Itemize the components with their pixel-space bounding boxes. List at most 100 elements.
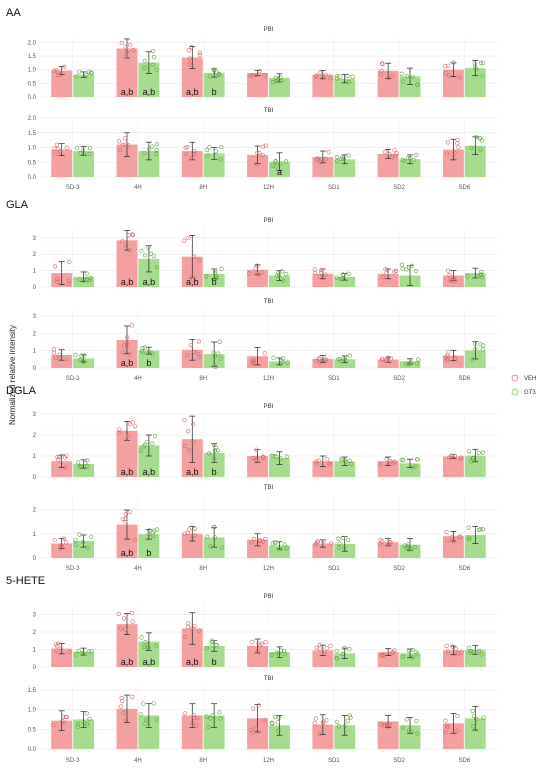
data-point (87, 145, 93, 151)
data-point (188, 156, 194, 161)
data-point (275, 273, 280, 278)
group-gla: GLA PBI 0 1 2 3 a,b a,b a,b b TBI 0 1 2 3 a,b b SD-3 4H 8H 1… (6, 199, 497, 382)
bar-veh (181, 533, 203, 558)
data-point (280, 269, 285, 274)
data-point (261, 539, 266, 544)
data-point (130, 619, 135, 624)
data-point (335, 159, 340, 164)
data-point (278, 648, 284, 653)
y-tick-label: 0.5 (28, 727, 37, 733)
data-point (478, 60, 483, 65)
data-point (57, 454, 62, 460)
data-point (380, 275, 386, 280)
data-point (84, 278, 89, 283)
data-point (345, 73, 350, 78)
data-point (182, 635, 188, 640)
bar-veh (442, 355, 464, 368)
data-point (413, 649, 418, 655)
data-point (123, 516, 128, 521)
data-point (60, 714, 66, 719)
data-point (346, 271, 351, 276)
data-point (481, 715, 486, 720)
data-point (445, 724, 450, 729)
data-point (64, 714, 69, 720)
data-point (378, 72, 383, 77)
data-point (205, 534, 210, 539)
panel-subtitle: PBI (264, 594, 274, 600)
data-point (401, 79, 406, 84)
data-point (152, 55, 157, 60)
data-point (133, 537, 138, 543)
data-point (271, 355, 276, 360)
data-point (321, 539, 326, 544)
data-point (58, 646, 64, 651)
data-point (211, 67, 217, 72)
data-point (456, 145, 461, 150)
data-point (392, 148, 397, 153)
data-point (389, 651, 395, 656)
data-point (204, 147, 210, 153)
data-point (263, 640, 268, 645)
data-point (453, 356, 458, 361)
bar-gt3 (334, 359, 356, 368)
data-point (334, 649, 339, 654)
data-point (405, 155, 411, 161)
data-point (256, 703, 261, 708)
bar-veh (377, 273, 399, 287)
data-point (328, 76, 333, 81)
data-point (253, 266, 258, 271)
bar-veh (377, 721, 399, 749)
data-point (257, 150, 262, 156)
bar-gt3 (399, 361, 421, 368)
x-tick-label: 4H (134, 185, 142, 191)
bar-gt3 (203, 153, 225, 177)
data-point (270, 721, 275, 726)
data-point (416, 357, 421, 362)
data-point (322, 651, 327, 656)
data-point (142, 65, 147, 70)
data-point (384, 271, 389, 276)
significance-label: a,b (121, 358, 134, 368)
data-point (88, 70, 94, 75)
data-point (378, 542, 383, 547)
x-tick-label: SD1 (328, 376, 340, 382)
data-point (323, 73, 328, 78)
significance-label: a,b (143, 87, 156, 97)
data-point (478, 272, 484, 277)
data-point (400, 266, 405, 271)
data-point (76, 721, 81, 726)
x-tick-label: 12H (263, 185, 274, 191)
data-point (131, 48, 136, 53)
data-point (84, 271, 89, 276)
data-point (85, 458, 90, 463)
data-point (74, 74, 79, 79)
data-point (192, 526, 197, 531)
data-point (321, 719, 326, 724)
data-point (339, 458, 344, 463)
data-point (213, 364, 218, 369)
data-point (452, 453, 457, 458)
data-point (205, 153, 210, 158)
data-point (141, 444, 146, 449)
data-point (250, 639, 255, 644)
data-point (214, 642, 219, 648)
data-point (471, 713, 477, 719)
data-point (76, 460, 81, 465)
data-point (312, 267, 317, 272)
data-point (336, 545, 342, 550)
panel-subtitle: TBI (264, 299, 274, 305)
bar-gt3 (269, 458, 290, 477)
data-point (58, 72, 63, 77)
data-point (278, 161, 283, 166)
data-point (220, 545, 225, 550)
data-point (129, 323, 134, 328)
data-point (255, 150, 260, 155)
data-point (260, 270, 265, 275)
data-point (146, 644, 151, 650)
significance-label: a,b (186, 657, 199, 667)
data-point (389, 74, 394, 79)
bar-gt3 (399, 159, 421, 177)
data-point (336, 536, 341, 541)
data-point (273, 540, 278, 545)
data-point (87, 151, 92, 156)
